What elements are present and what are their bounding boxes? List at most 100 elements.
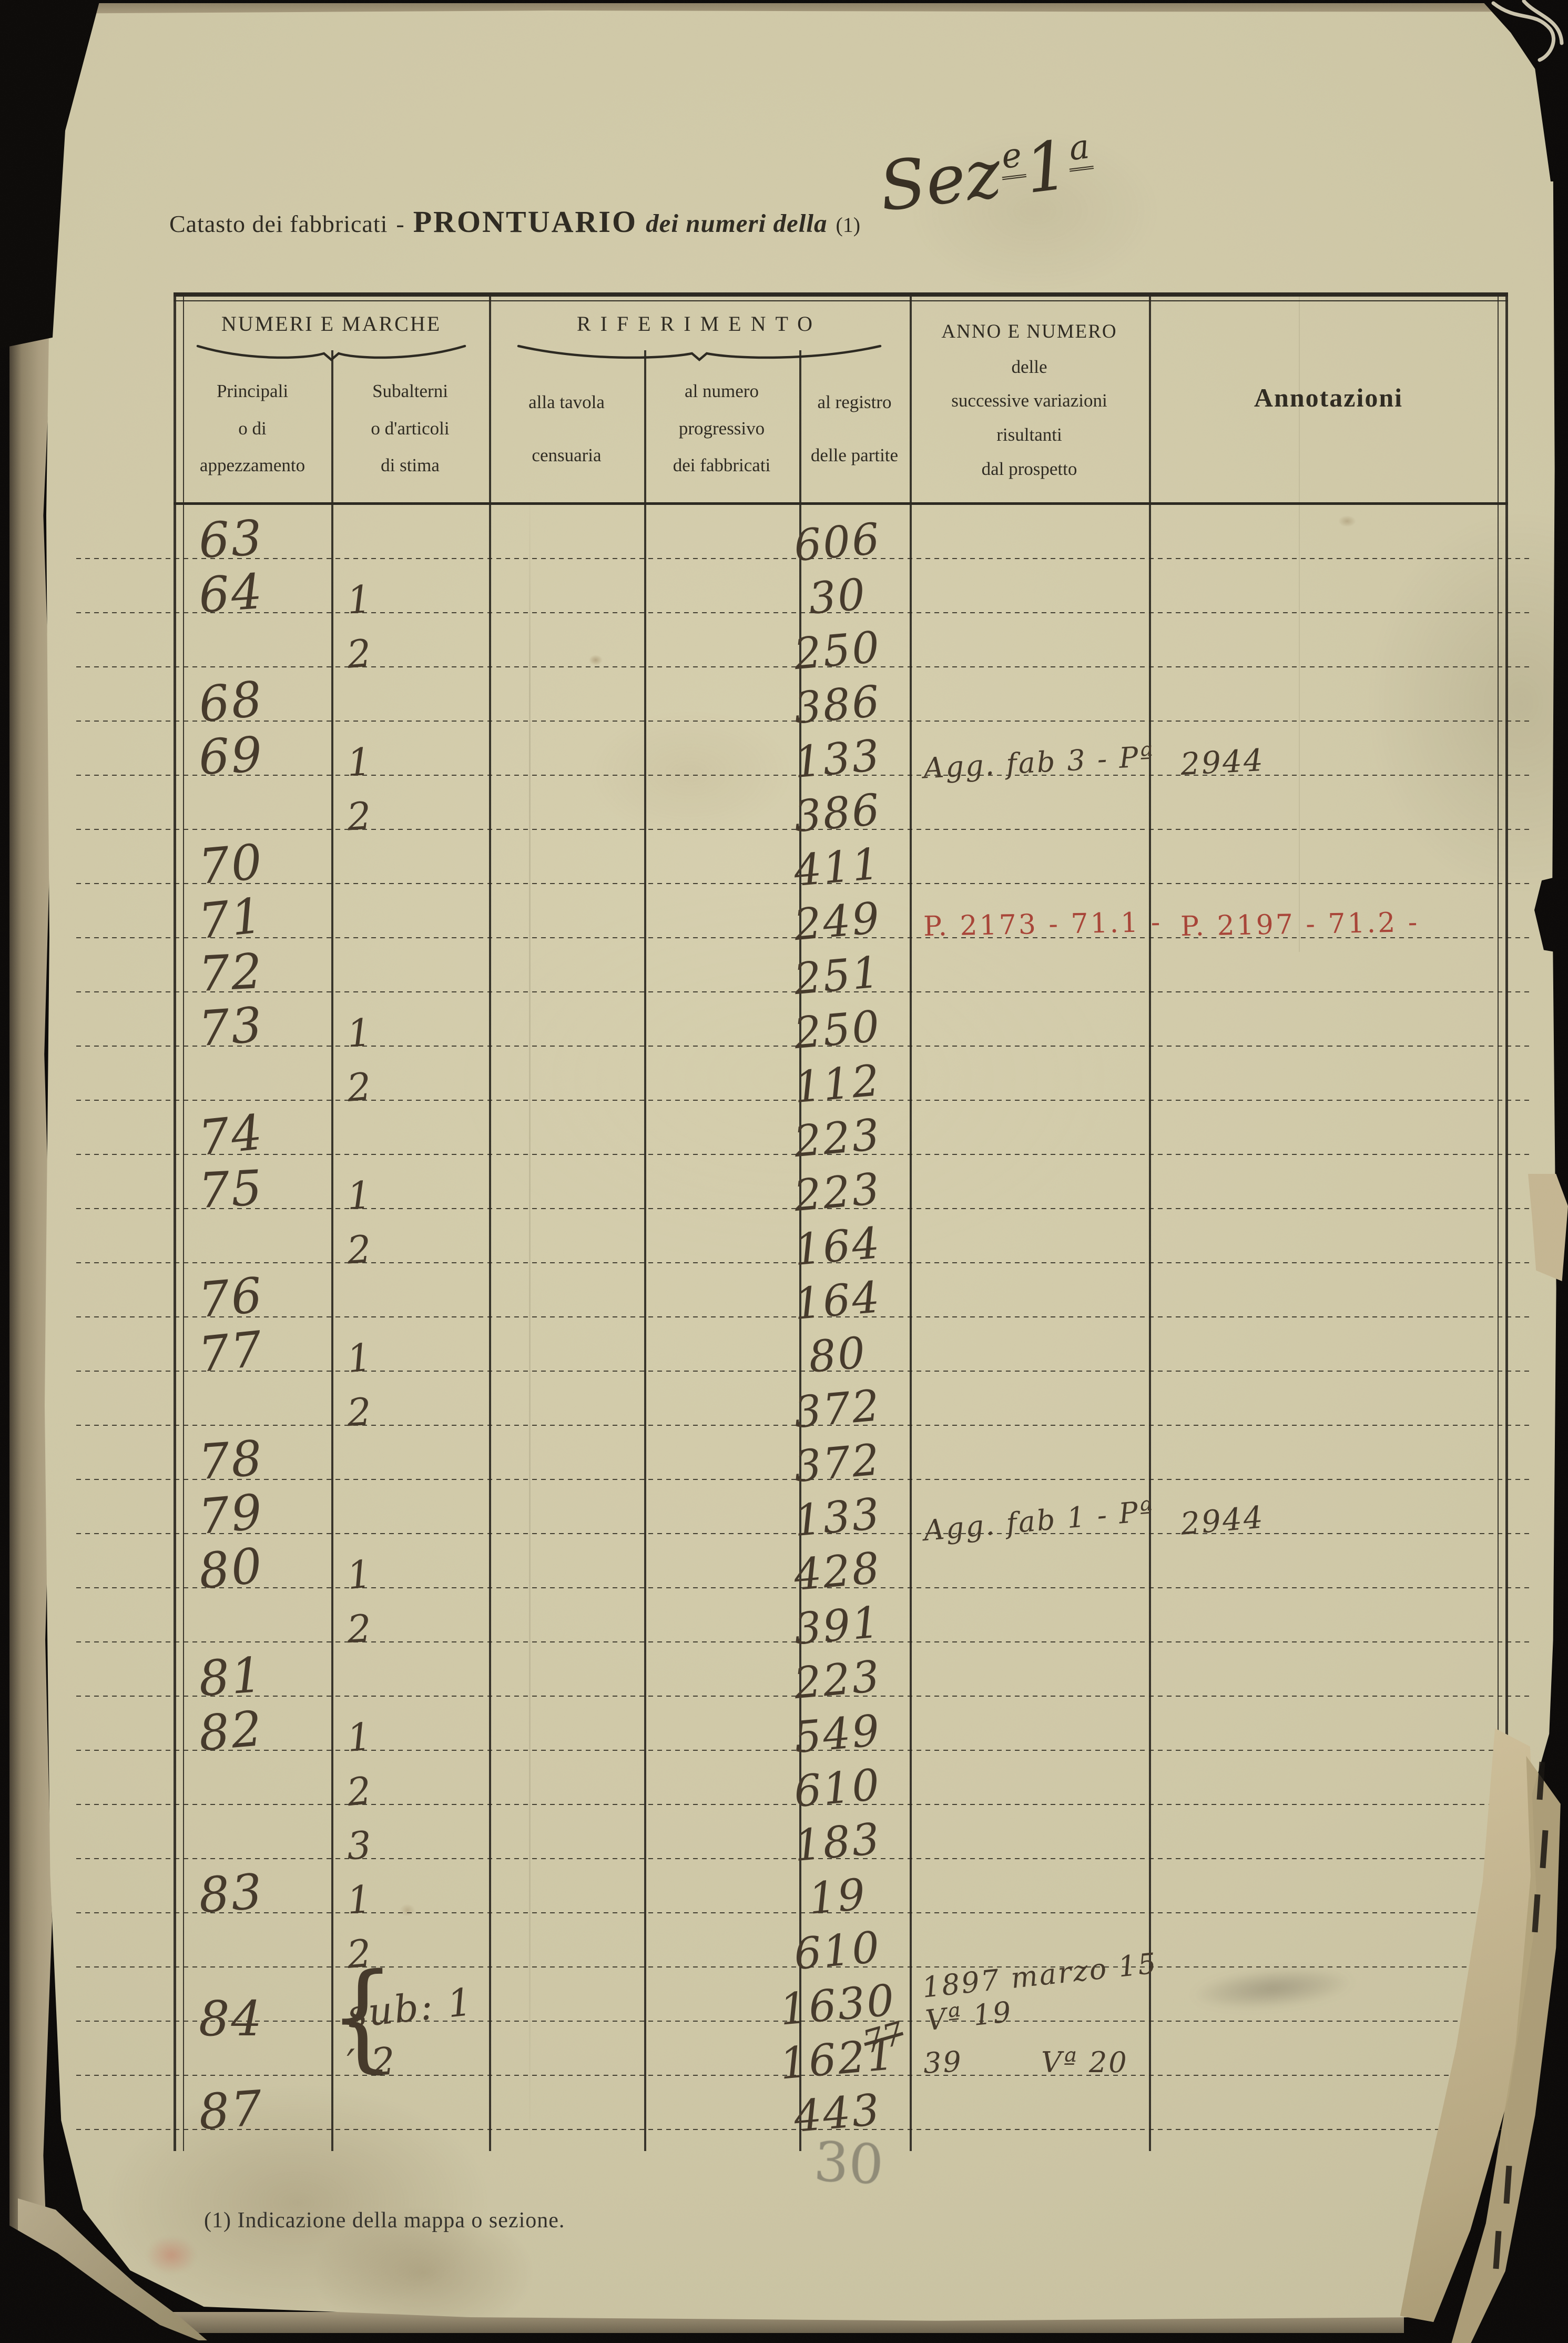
cell-t [489,1372,644,1426]
cell-t [489,559,644,613]
cell-s: sub: 1 [331,1967,505,2037]
group-header-numeri-e-marche: NUMERI E MARCHE [174,311,489,361]
cell-n [1149,1588,1540,1642]
cell-a: Agg. fab 1 - Pª [910,1480,1163,1547]
erased-pencil-smudge [1189,1962,1356,2015]
cell-p: 74 [174,1101,357,1167]
table-row: 64 1 30 [76,559,1533,624]
table-row: ′ 2 1621 39 Vª 20 [76,2022,1533,2090]
cell-p: 80 [174,1534,357,1600]
cell-g [644,1967,799,2022]
value-a: P. 2173 - 71.1 - [923,907,1163,942]
cell-r: 19 [799,1859,910,1924]
table-row: 2 164 [76,1209,1533,1275]
prontuario-table: NUMERI E MARCHE RIFERIMENTO Principali o … [76,292,1533,2151]
cell-a [910,938,1163,992]
cell-t [489,1101,644,1155]
cell-a [910,1101,1163,1155]
cell-p: 72 [174,938,357,1002]
table-row: 2 112 [76,1047,1533,1113]
cell-g [644,1101,799,1155]
cell-g [644,1805,799,1859]
cell-a [910,1372,1163,1426]
table-row: 84{sub: 1 1630 77 1897 marzo 15 Vª 19 [76,1946,1533,2077]
cell-n [1149,1372,1540,1426]
cell-p: 64 [174,559,357,624]
cell-r: 183 [792,1805,910,1871]
cell-t [489,1317,644,1372]
cell-n [1149,1805,1540,1859]
cell-r: 391 [792,1588,910,1655]
cell-n [1149,830,1540,884]
cell-s [331,1426,505,1480]
cell-s: 3 [331,1805,505,1868]
cell-s: ′ 2 [331,2022,505,2086]
cell-n: P. 2197 - 71.2 - [1149,884,1540,942]
cell-g [644,938,799,992]
cell-n [1149,1642,1540,1697]
cell-n [1149,1047,1540,1101]
cell-p: 78 [174,1426,357,1490]
cell-p: 76 [174,1263,357,1328]
cell-g [644,776,799,830]
cell-t [489,722,644,776]
table-row: 2 372 [76,1372,1533,1438]
cell-a [910,1426,1163,1480]
cell-t [489,2076,644,2130]
cell-g [644,884,799,938]
group-header-riferimento: RIFERIMENTO [489,311,910,361]
cell-t [489,505,644,559]
cell-n [1149,559,1540,613]
cell-r: 164 [792,1209,910,1275]
table-row: 72 251 [76,938,1533,1005]
title-dash: - [396,210,405,237]
cell-t [489,776,644,830]
cell-p: 68 [174,667,357,733]
table-row: 69 1 133 Agg. fab 3 - Pª 2944 [76,722,1533,788]
cell-g [644,1697,799,1751]
cell-t [489,1588,644,1642]
cell-t [489,938,644,992]
cell-s: 1 [331,992,505,1056]
cell-p: 71 [174,884,357,950]
cell-t [489,1047,644,1101]
cell-s: 1 [331,1859,505,1922]
cell-r: 411 [792,830,910,896]
cell-s [331,1263,505,1317]
cell-r: 223 [792,1101,910,1167]
cell-a [910,1588,1163,1642]
cell-r: 386 [792,667,910,734]
cell-a [910,613,1163,667]
cell-r: 428 [792,1534,910,1600]
table-row: 2 250 [76,613,1533,679]
table-row: 79 133 Agg. fab 1 - Pª 2944 [76,1480,1533,1547]
cell-a [910,2076,1163,2130]
cell-r: 223 [792,1642,910,1709]
cell-s [331,884,505,938]
cell-t [489,884,644,938]
cell-n [1149,667,1540,722]
cell-a [910,776,1163,830]
cell-p [174,2022,357,2076]
cell-s: 1 [331,1317,505,1382]
pencil-page-number: 30 [812,2129,885,2197]
cell-s: 1 [331,559,505,622]
cell-n [1149,1155,1540,1209]
column-header-annotazioni: Annotazioni [1254,382,1403,412]
cell-r: 249 [792,884,910,950]
cell-s: 2 [331,1588,505,1651]
cell-p: 70 [174,830,357,895]
cell-t [489,1805,644,1859]
title-suffix: dei numeri della [646,209,828,238]
cell-g [644,1534,799,1588]
cell-g [644,667,799,722]
table-row: 75 1 223 [76,1155,1533,1221]
table-row: 87 443 [76,2076,1533,2142]
table-row: 3 183 [76,1805,1533,1871]
cell-t [489,1263,644,1317]
cell-p: 63 [174,505,357,569]
cell-n [1149,505,1540,559]
table-row: 70 411 [76,830,1533,896]
cell-t [489,1859,644,1913]
table-row: 71 249 P. 2173 - 71.1 - P. 2197 - 71.2 - [76,884,1533,950]
